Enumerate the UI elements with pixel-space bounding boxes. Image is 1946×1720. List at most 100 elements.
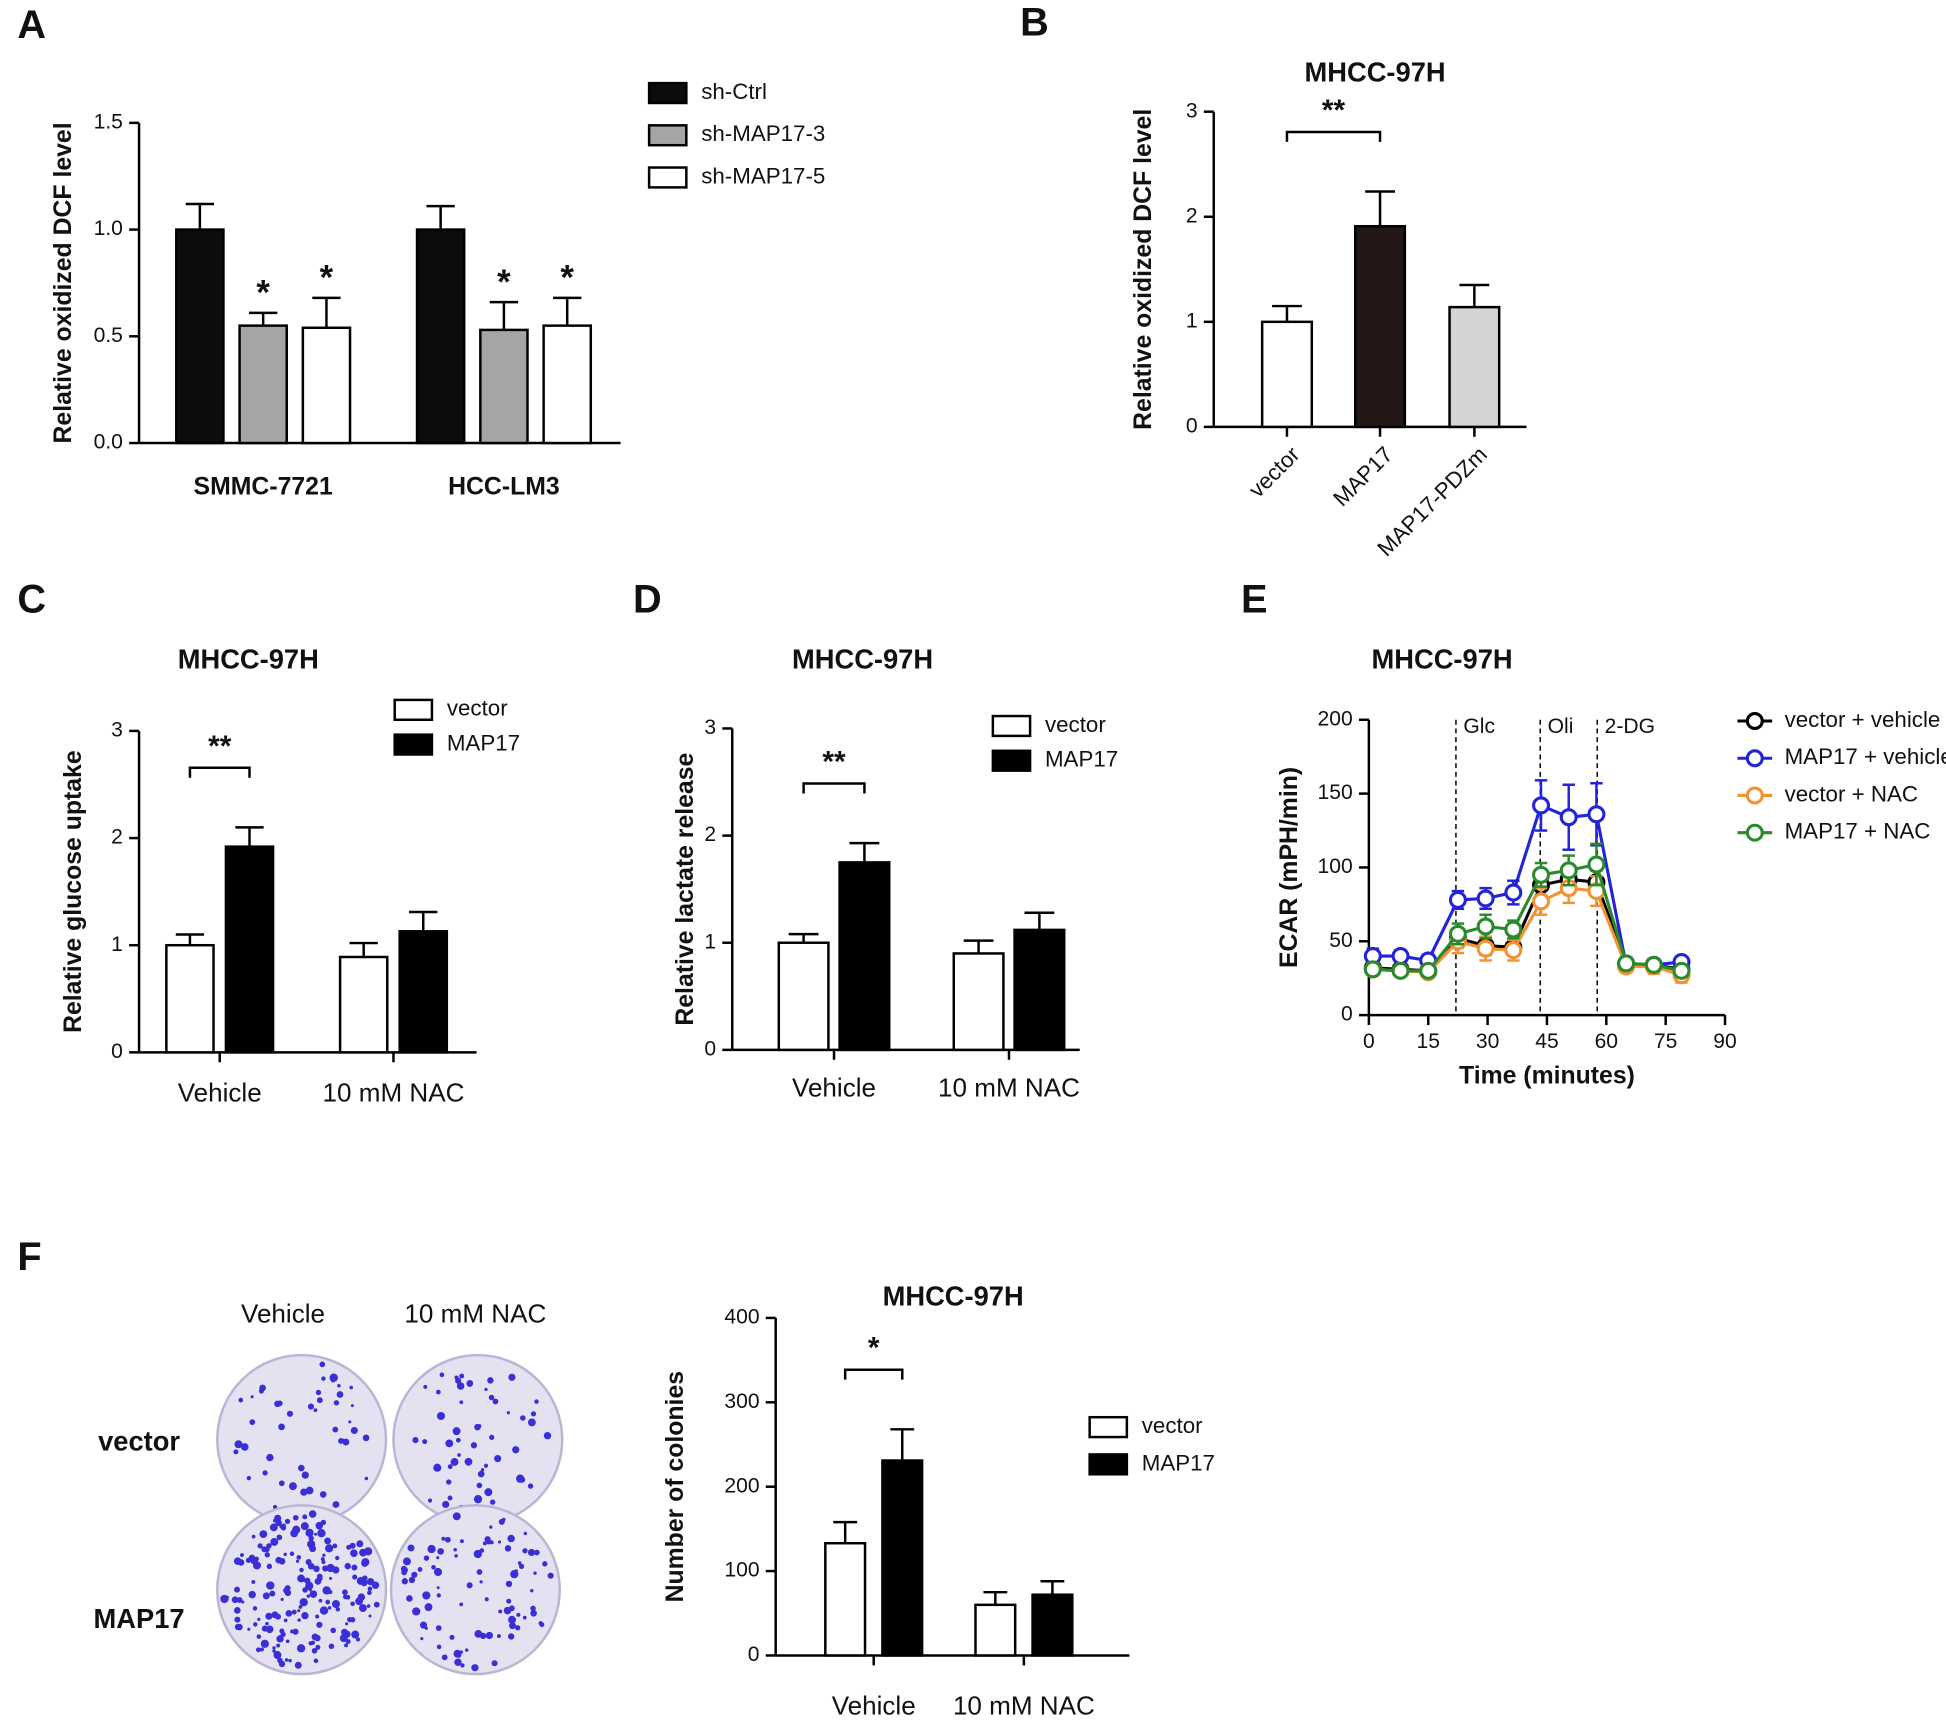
colony [435, 1389, 441, 1395]
colony [273, 1651, 282, 1659]
colony [412, 1437, 419, 1444]
bar [238, 324, 288, 445]
point [1617, 954, 1636, 973]
legend-swatch [647, 124, 688, 147]
colony [447, 1495, 453, 1501]
colony [259, 1647, 264, 1652]
colony [253, 1622, 258, 1627]
y-axis-label: Relative lactate release [672, 753, 699, 1026]
colony [484, 1387, 488, 1391]
y-tick-label: 2 [704, 823, 716, 846]
colony [506, 1411, 510, 1415]
dish-row-label: MAP17 [94, 1603, 185, 1634]
colony [315, 1644, 321, 1650]
panel-label: C [17, 577, 46, 621]
colony [489, 1434, 495, 1441]
series-line [1372, 803, 1682, 967]
colony [503, 1606, 512, 1615]
colony [483, 1463, 489, 1468]
colony [427, 1544, 436, 1554]
colony [264, 1552, 270, 1558]
dish-column-label: 10 mM NAC [404, 1298, 546, 1328]
colony [338, 1438, 344, 1444]
y-tick-label: 0 [1186, 414, 1198, 437]
x-tick-label: 45 [1535, 1030, 1558, 1053]
colony [543, 1432, 552, 1440]
colony [349, 1385, 354, 1390]
colony [302, 1587, 308, 1593]
colony [465, 1648, 469, 1652]
dish [216, 1353, 388, 1526]
colony [276, 1400, 283, 1407]
colony [265, 1621, 269, 1626]
colony [482, 1541, 487, 1546]
colony [437, 1548, 444, 1555]
colony [530, 1589, 534, 1593]
legend-swatch [1088, 1453, 1129, 1476]
y-tick-label: 1 [111, 933, 123, 956]
colony [356, 1577, 365, 1585]
colony [273, 1518, 277, 1523]
colony [459, 1373, 465, 1379]
colony [329, 1576, 333, 1580]
colony [316, 1397, 323, 1404]
colony [252, 1606, 258, 1611]
y-tick-label: 1 [1186, 309, 1198, 332]
x-tick-label: SMMC-7721 [194, 473, 333, 500]
colony [477, 1470, 485, 1478]
colony [266, 1453, 274, 1462]
point [1476, 889, 1495, 908]
colony [431, 1564, 436, 1570]
colony [453, 1649, 462, 1658]
colony [320, 1519, 327, 1526]
colony [459, 1539, 464, 1544]
colony [315, 1614, 320, 1619]
colony [349, 1617, 356, 1623]
colony [342, 1438, 350, 1446]
colony [498, 1609, 503, 1614]
legend-swatch [991, 714, 1032, 738]
colony [441, 1536, 446, 1541]
colony [314, 1634, 321, 1642]
colony [479, 1548, 485, 1553]
y-axis-label: ECAR (mPH/min) [1276, 767, 1303, 968]
chart-title: MHCC-97H [178, 644, 319, 675]
colony [276, 1643, 281, 1648]
bar [1448, 305, 1501, 429]
legend-marker [1745, 823, 1764, 842]
colony [518, 1563, 525, 1569]
x-tick-label: 0 [1363, 1030, 1375, 1053]
colony [422, 1439, 428, 1445]
colony [509, 1622, 516, 1630]
colony [259, 1384, 266, 1392]
colony [476, 1569, 483, 1575]
comparison-label: ** [1322, 94, 1346, 127]
colony [357, 1593, 366, 1601]
panel-label: A [17, 3, 46, 47]
colony [262, 1592, 270, 1600]
colony [288, 1658, 292, 1663]
colony [324, 1537, 332, 1545]
point [1504, 920, 1523, 939]
y-tick-label: 1 [704, 930, 716, 953]
colony [259, 1530, 268, 1539]
bar [175, 228, 225, 445]
colony [449, 1634, 455, 1640]
colony [542, 1561, 548, 1567]
colony [452, 1427, 461, 1436]
x-tick-label: 90 [1713, 1030, 1736, 1053]
colony [231, 1596, 239, 1604]
colony [464, 1457, 473, 1466]
legend-swatch [991, 749, 1032, 772]
colony [297, 1464, 305, 1472]
y-tick-label: 400 [724, 1306, 759, 1329]
colony [402, 1557, 411, 1566]
y-tick-label: 100 [1318, 855, 1353, 878]
colony [489, 1499, 496, 1505]
point [1504, 941, 1523, 960]
colony [350, 1549, 358, 1557]
colony [350, 1426, 358, 1435]
colony [454, 1658, 462, 1666]
colony [283, 1618, 288, 1623]
colony [436, 1593, 441, 1598]
